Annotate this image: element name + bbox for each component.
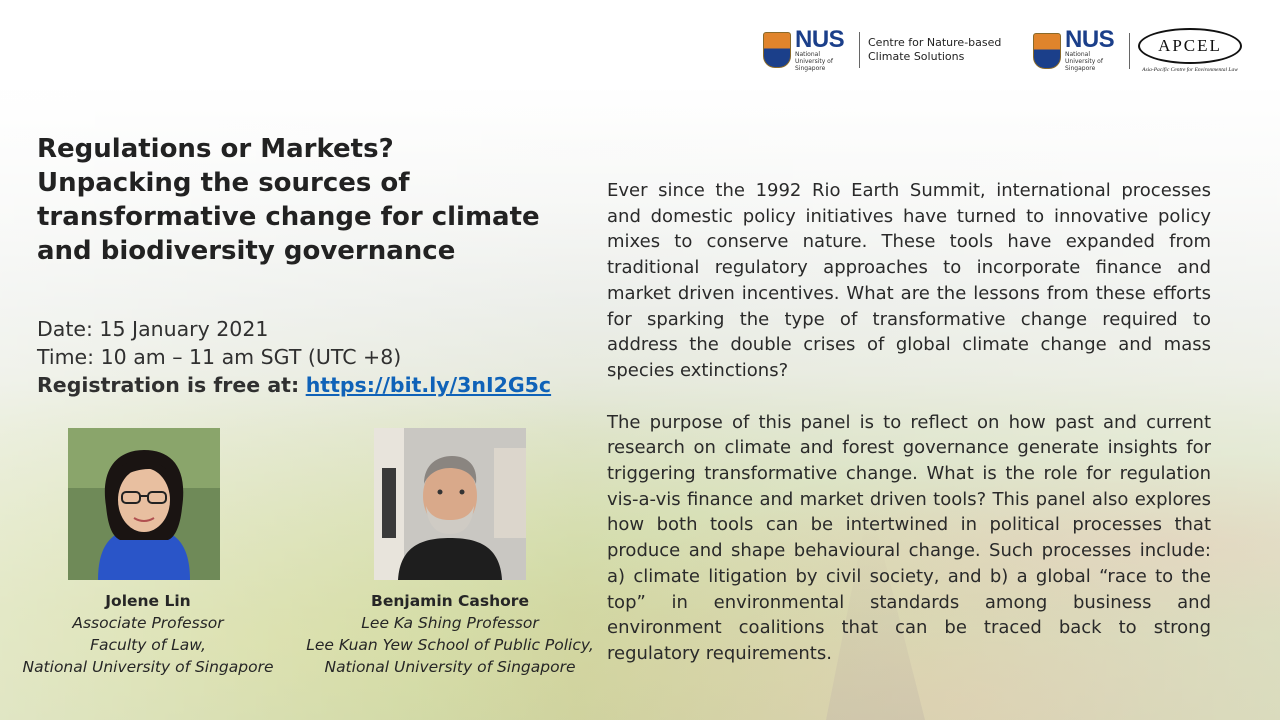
apcel-logo: APCEL Asia-Pacific Centre for Environmen… bbox=[1138, 28, 1242, 73]
nus-wordmark: NUS bbox=[795, 26, 845, 53]
description-paragraph-1: Ever since the 1992 Rio Earth Summit, in… bbox=[607, 180, 1211, 381]
speaker-dept: Lee Kuan Yew School of Public Policy, bbox=[306, 636, 594, 654]
speaker-title: Associate Professor bbox=[72, 614, 224, 632]
event-date: Date: 15 January 2021 bbox=[37, 317, 269, 341]
event-description: Ever since the 1992 Rio Earth Summit, in… bbox=[607, 178, 1211, 693]
speaker-dept: Faculty of Law, bbox=[90, 636, 206, 654]
registration-label: Registration is free at: bbox=[37, 373, 300, 397]
description-paragraph-2: The purpose of this panel is to reflect … bbox=[607, 411, 1211, 664]
nus-subtext: National University of Singapore bbox=[1065, 51, 1103, 72]
nus-subtext: National University of Singapore bbox=[795, 51, 833, 72]
logo-divider bbox=[859, 32, 860, 69]
speaker-org: National University of Singapore bbox=[22, 658, 274, 676]
centre-name-line2: Climate Solutions bbox=[868, 50, 965, 64]
speaker-photo-jolene-lin bbox=[68, 428, 220, 580]
nus-cncs-logo: NUS National University of Singapore Cen… bbox=[763, 28, 1001, 73]
logo-divider bbox=[1129, 32, 1130, 69]
speaker-caption-benjamin-cashore: Benjamin Cashore Lee Ka Shing Professor … bbox=[294, 590, 606, 678]
nus-wordmark: NUS bbox=[1065, 26, 1115, 54]
event-title: Regulations or Markets? Unpacking the so… bbox=[37, 134, 540, 266]
event-time: Time: 10 am – 11 am SGT (UTC +8) bbox=[37, 345, 402, 369]
nus-apcel-logo: NUS National University of Singapore APC… bbox=[1033, 28, 1242, 73]
nus-crest-icon bbox=[1033, 32, 1061, 69]
event-details: Date: 15 January 2021 Time: 10 am – 11 a… bbox=[37, 315, 551, 399]
speaker-title: Lee Ka Shing Professor bbox=[361, 614, 539, 632]
speaker-org: National University of Singapore bbox=[324, 658, 576, 676]
apcel-wordmark: APCEL bbox=[1138, 28, 1242, 64]
speaker-name: Benjamin Cashore bbox=[371, 592, 529, 610]
speaker-caption-jolene-lin: Jolene Lin Associate Professor Faculty o… bbox=[0, 590, 296, 678]
centre-name: Centre for Nature-based Climate Solution… bbox=[868, 36, 1001, 65]
speaker-photo-benjamin-cashore bbox=[374, 428, 526, 580]
centre-name-line1: Centre for Nature-based bbox=[868, 36, 1002, 50]
registration-link[interactable]: https://bit.ly/3nI2G5c bbox=[305, 373, 552, 397]
nus-crest-icon bbox=[763, 32, 791, 69]
speaker-name: Jolene Lin bbox=[105, 592, 191, 610]
apcel-subtext: Asia-Pacific Centre for Environmental La… bbox=[1142, 67, 1238, 73]
